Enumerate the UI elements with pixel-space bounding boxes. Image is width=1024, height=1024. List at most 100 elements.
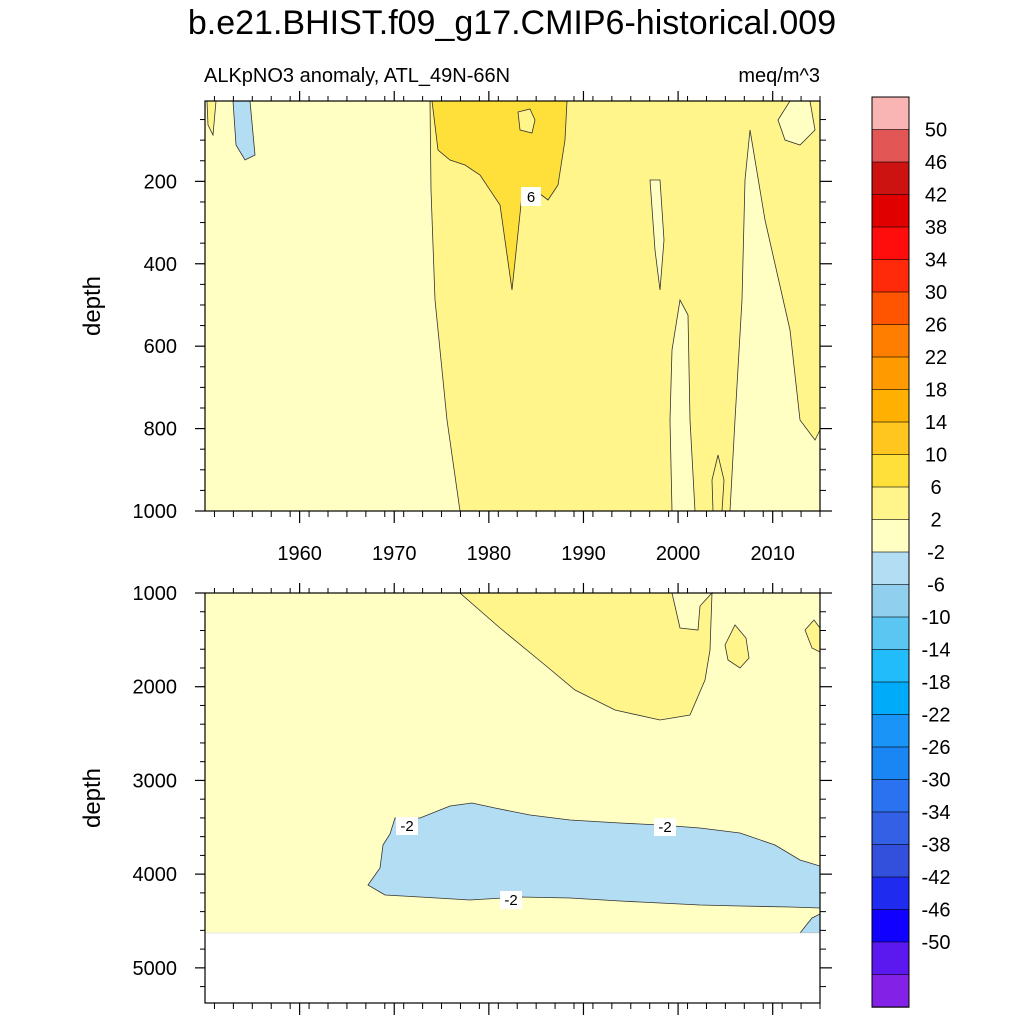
- y-tick-label: 600: [144, 336, 177, 358]
- y-tick-label: 5000: [133, 958, 178, 980]
- colorbar-swatch: [871, 974, 910, 1008]
- y-tick-label: 1000: [133, 501, 178, 523]
- colorbar-label: 18: [925, 380, 947, 402]
- y-tick-label: 200: [144, 171, 177, 193]
- colorbar-swatch: [871, 584, 910, 618]
- colorbar-label: -30: [922, 770, 951, 792]
- colorbar-label: 46: [925, 152, 947, 174]
- y-tick-label: 800: [144, 419, 177, 441]
- colorbar-label: 2: [930, 510, 941, 532]
- lower-y-axis-label: depth: [79, 768, 106, 828]
- upper-plot-area: 6: [204, 100, 821, 512]
- colorbar-label: -2: [927, 542, 945, 564]
- fill-minus2-to-2-strip: [649, 179, 665, 291]
- colorbar-label: -6: [927, 575, 945, 597]
- y-tick-label: 1000: [133, 583, 178, 605]
- colorbar-label: 22: [925, 347, 947, 369]
- colorbar: 50 46 42 38 34 30 26 22 18 14 10 6 2 -2 -6 -10 -14 -18 -22…: [871, 96, 951, 1008]
- colorbar-label: -10: [922, 607, 951, 629]
- x-tick-label: 2010: [750, 543, 795, 565]
- upper-y-axis-label: depth: [79, 276, 106, 336]
- colorbar-label: 26: [925, 315, 947, 337]
- colorbar-label: -42: [922, 867, 951, 889]
- x-tick-label: 1960: [277, 543, 322, 565]
- colorbar-label: -14: [922, 640, 951, 662]
- colorbar-swatch: [871, 909, 910, 943]
- colorbar-swatch: [871, 844, 910, 878]
- contour-label-bg: [521, 187, 541, 206]
- colorbar-swatch: [871, 421, 910, 456]
- x-tick-label: 1970: [372, 543, 417, 565]
- colorbar-swatch: [871, 194, 910, 228]
- contour-label: 6: [527, 189, 535, 206]
- fill-2-to-6: [724, 624, 750, 669]
- lower-axes: 1000 2000 3000 4000 5000: [133, 583, 832, 1015]
- contour-label-bg: [500, 891, 522, 909]
- units-label: meq/m^3: [738, 65, 820, 87]
- contour-label: -2: [504, 892, 517, 909]
- contour-label: -2: [658, 819, 671, 836]
- y-tick-label: 400: [144, 254, 177, 276]
- upper-plot-border: [204, 100, 821, 512]
- colorbar-label: 30: [925, 282, 947, 304]
- colorbar-swatch: [871, 681, 910, 716]
- colorbar-swatch: [871, 811, 910, 846]
- colorbar-swatch: [871, 454, 910, 488]
- colorbar-swatch: [871, 649, 910, 683]
- colorbar-swatch: [871, 714, 910, 748]
- fill-minus2-to-2-strip: [669, 298, 696, 512]
- colorbar-swatch: [871, 389, 910, 423]
- colorbar-swatch: [871, 291, 910, 326]
- colorbar-swatch: [871, 779, 910, 813]
- colorbar-label: -26: [922, 737, 951, 759]
- colorbar-swatch: [871, 356, 910, 391]
- panel-subtitle: ALKpNO3 anomaly, ATL_49N-66N: [204, 65, 510, 87]
- colorbar-swatch: [871, 746, 910, 781]
- colorbar-label: -46: [922, 900, 951, 922]
- below-sea-floor: [205, 933, 820, 1003]
- figure-title: b.e21.BHIST.f09_g17.CMIP6-historical.009: [187, 4, 837, 42]
- y-tick-label: 2000: [133, 677, 178, 699]
- colorbar-swatch: [871, 551, 910, 586]
- contour-island: [517, 108, 536, 134]
- colorbar-swatch: [871, 486, 910, 521]
- x-tick-label: 1980: [467, 543, 512, 565]
- fill-6-to-10: [431, 100, 568, 291]
- lower-plot-border: [204, 592, 821, 1004]
- colorbar-swatch: [871, 96, 910, 131]
- y-tick-label: 3000: [133, 770, 178, 792]
- colorbar-label: 6: [930, 477, 941, 499]
- colorbar-label: 10: [925, 445, 947, 467]
- colorbar-swatch: [871, 259, 910, 293]
- x-tick-label: 2000: [656, 543, 701, 565]
- colorbar-border: [871, 96, 910, 1008]
- lower-plot-area: -2 -2 -2: [204, 591, 821, 1004]
- colorbar-label: -50: [922, 932, 951, 954]
- colorbar-label: -18: [922, 672, 951, 694]
- colorbar-swatch: [871, 129, 910, 163]
- colorbar-label: -38: [922, 835, 951, 857]
- contour-label-bg: [654, 818, 676, 836]
- colorbar-swatch: [871, 941, 910, 976]
- colorbar-swatch: [871, 226, 910, 261]
- y-tick-label: 4000: [133, 864, 178, 886]
- fill-2-to-6: [458, 591, 713, 721]
- colorbar-label: -34: [922, 802, 951, 824]
- colorbar-label: -22: [922, 705, 951, 727]
- x-tick-label: 1990: [561, 543, 606, 565]
- contour-label: -2: [400, 818, 413, 835]
- colorbar-swatch: [871, 876, 910, 911]
- colorbar-swatch: [871, 324, 910, 358]
- colorbar-label: 34: [925, 250, 947, 272]
- colorbar-label: 38: [925, 217, 947, 239]
- contour-label-bg: [396, 817, 418, 835]
- colorbar-label: 42: [925, 185, 947, 207]
- upper-axes: 200 400 600 800 1000 1960 1970 1980 1990 2000 2010: [133, 91, 832, 565]
- colorbar-label: 14: [925, 412, 947, 434]
- colorbar-label: 50: [925, 120, 947, 142]
- fill-2-to-6: [711, 454, 725, 512]
- colorbar-swatch: [871, 616, 910, 651]
- colorbar-swatch: [871, 161, 910, 196]
- colorbar-swatch: [871, 519, 910, 553]
